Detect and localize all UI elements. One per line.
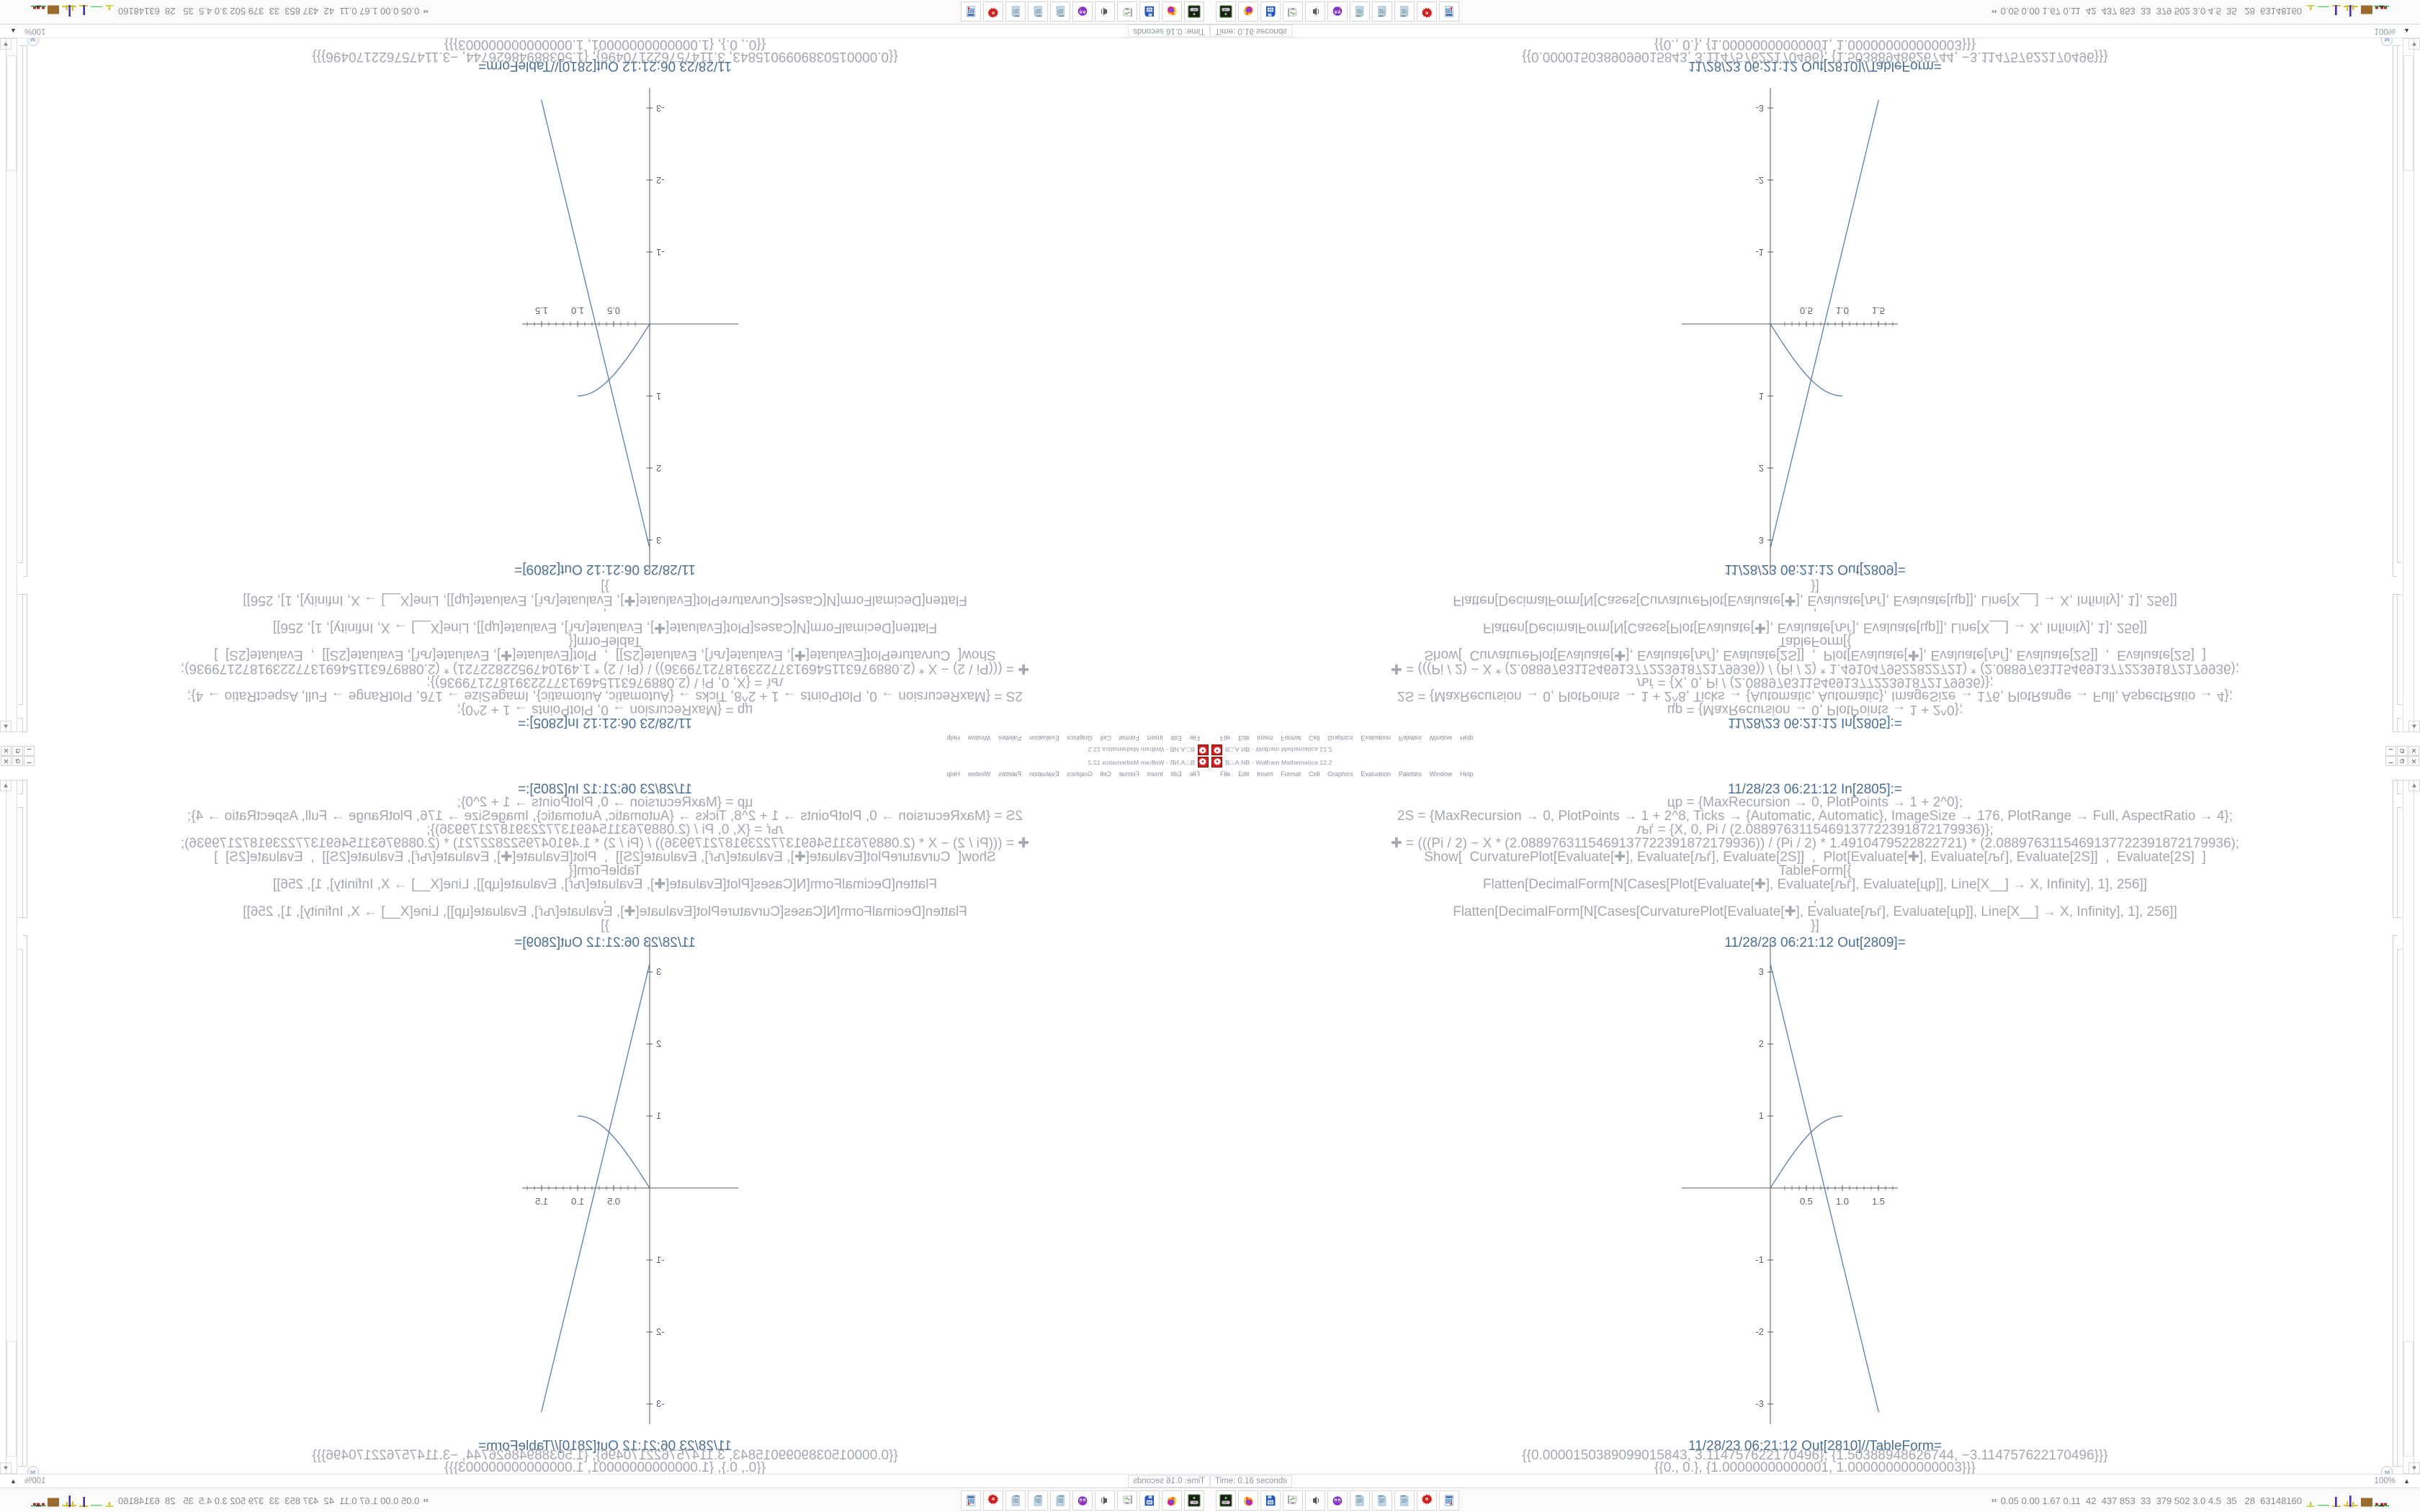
svg-text:1.0: 1.0 (1836, 305, 1849, 316)
svg-text:-2: -2 (656, 175, 665, 186)
svg-text:2: 2 (1759, 1038, 1764, 1049)
svg-text:-3: -3 (1755, 1398, 1764, 1409)
svg-text:64: 64 (1148, 1501, 1152, 1506)
svg-text:1: 1 (1759, 1110, 1764, 1121)
svg-text:1.5: 1.5 (535, 1196, 548, 1207)
svg-text:-1: -1 (1755, 247, 1764, 258)
svg-text:-2: -2 (656, 1326, 665, 1337)
svg-text:1.5: 1.5 (535, 305, 548, 316)
svg-text:-1: -1 (656, 1254, 665, 1265)
svg-text:2: 2 (656, 1038, 661, 1049)
svg-text:1: 1 (656, 1110, 661, 1121)
svg-text:3: 3 (1759, 966, 1764, 977)
svg-text:1.5: 1.5 (1872, 1196, 1885, 1207)
svg-text:-1: -1 (656, 247, 665, 258)
svg-text:2: 2 (1759, 463, 1764, 474)
svg-text:-2: -2 (1755, 1326, 1764, 1337)
svg-text:-3: -3 (656, 1398, 665, 1409)
svg-text:64: 64 (1268, 1501, 1273, 1506)
svg-text:1: 1 (1759, 391, 1764, 402)
svg-text:64: 64 (1148, 6, 1152, 11)
svg-text:3: 3 (656, 535, 661, 546)
svg-text:0.5: 0.5 (1800, 1196, 1813, 1207)
svg-text:-3: -3 (1755, 103, 1764, 114)
svg-text:64: 64 (1268, 6, 1273, 11)
svg-text:1: 1 (656, 391, 661, 402)
svg-text:2: 2 (656, 463, 661, 474)
svg-text:3: 3 (656, 966, 661, 977)
svg-text:1.0: 1.0 (1836, 1196, 1849, 1207)
svg-text:3: 3 (1759, 535, 1764, 546)
svg-text:1.0: 1.0 (571, 1196, 584, 1207)
svg-text:-1: -1 (1755, 1254, 1764, 1265)
svg-text:1.5: 1.5 (1872, 305, 1885, 316)
svg-text:0.5: 0.5 (1800, 305, 1813, 316)
svg-text:-3: -3 (656, 103, 665, 114)
svg-text:0.5: 0.5 (607, 1196, 620, 1207)
svg-text:0.5: 0.5 (607, 305, 620, 316)
svg-text:1.0: 1.0 (571, 305, 584, 316)
svg-text:-2: -2 (1755, 175, 1764, 186)
